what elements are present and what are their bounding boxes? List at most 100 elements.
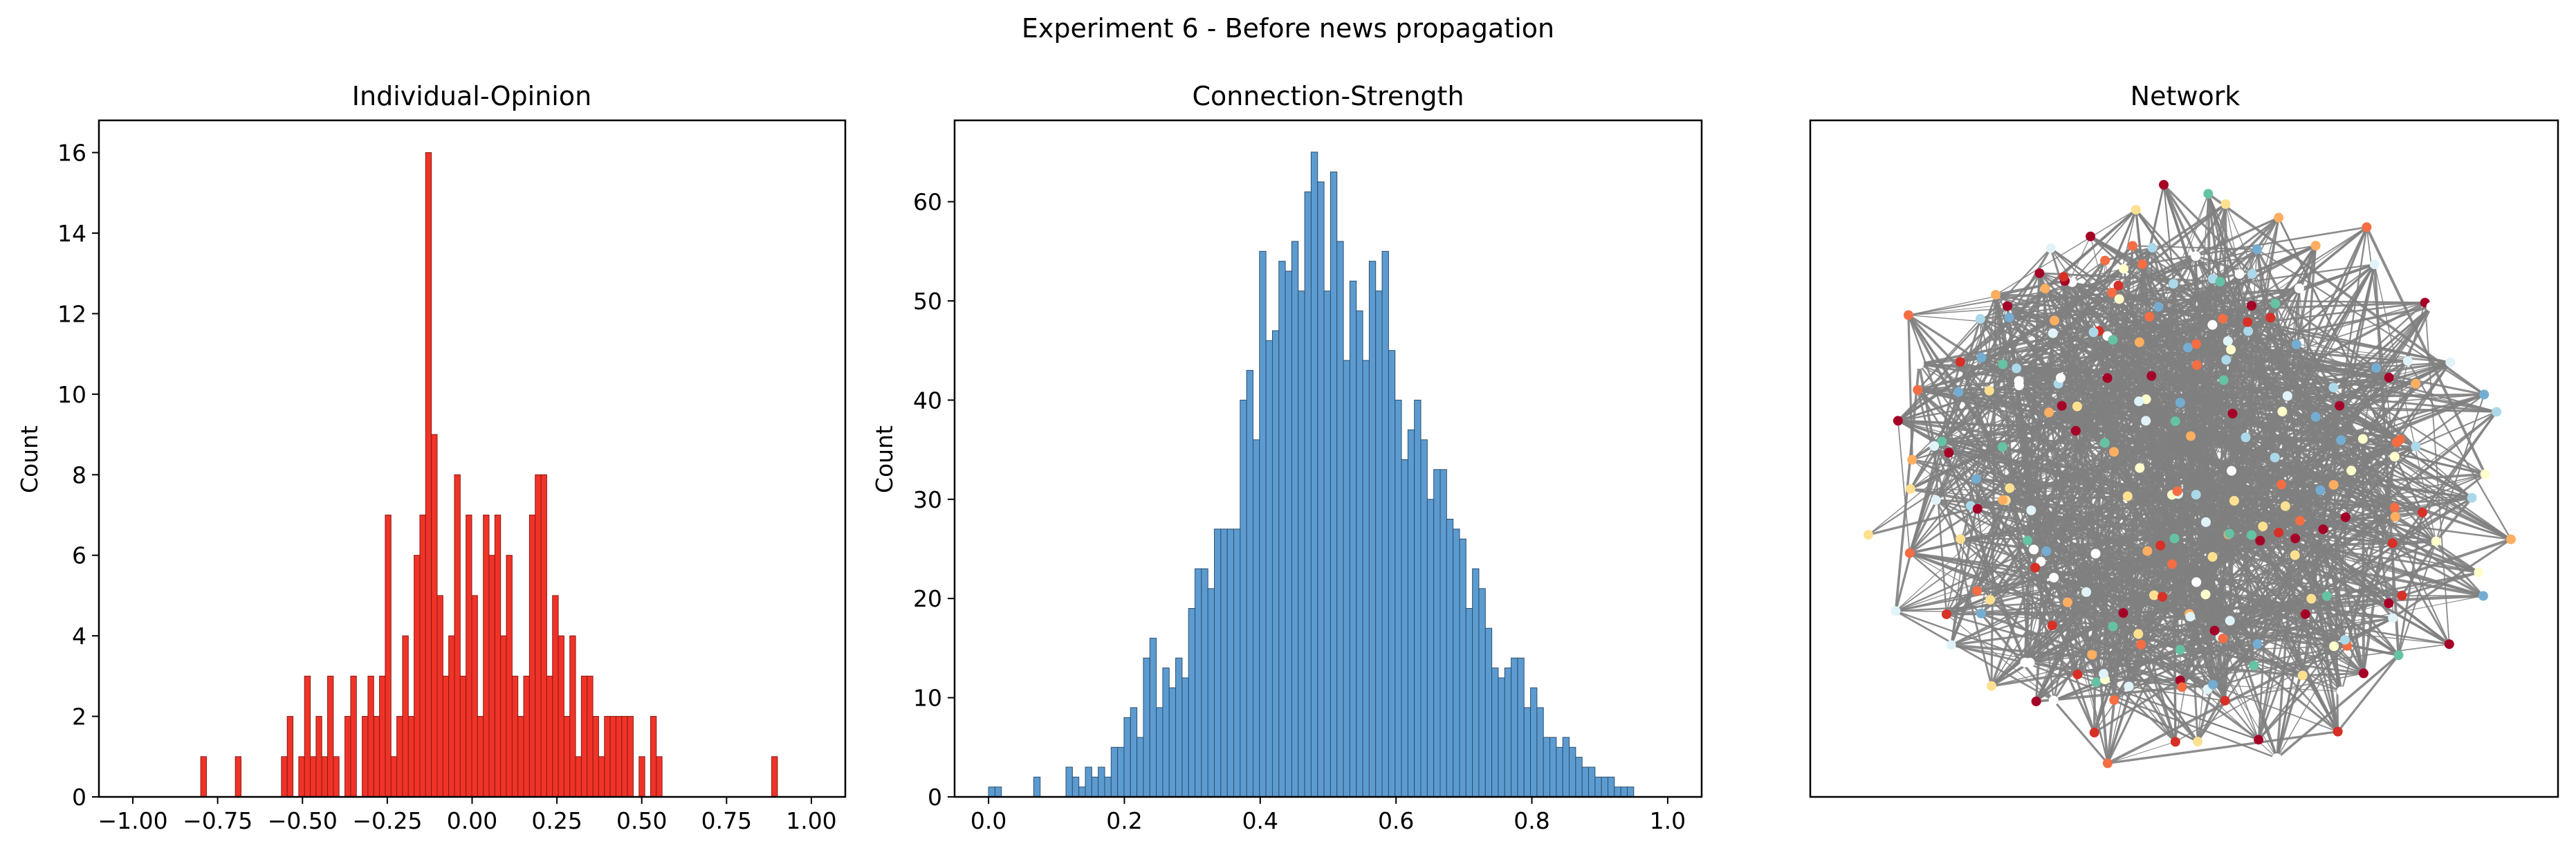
network-node bbox=[2108, 621, 2118, 632]
network-node bbox=[1955, 357, 1965, 367]
network-node bbox=[2227, 466, 2237, 476]
network-edges bbox=[1868, 184, 2512, 765]
network-edge bbox=[1976, 477, 2010, 490]
network-edge bbox=[1933, 445, 1948, 615]
network-node bbox=[2357, 434, 2368, 444]
opinion-bar bbox=[344, 716, 351, 798]
network-edge bbox=[2076, 421, 2177, 675]
network-node bbox=[2390, 512, 2400, 522]
opinion-bar bbox=[419, 515, 426, 798]
strength-bar bbox=[1562, 737, 1570, 798]
network-edge bbox=[2180, 411, 2497, 650]
network-node bbox=[2215, 277, 2225, 287]
network-edge bbox=[2123, 268, 2173, 495]
network-edge bbox=[1946, 612, 2124, 616]
strength-histogram-panel: Connection-Strength Count 0.0 0.2 0.4 0.6 0.… bbox=[871, 81, 1703, 834]
network-node bbox=[2158, 591, 2168, 602]
network-node bbox=[2134, 337, 2144, 347]
network-node bbox=[2220, 695, 2230, 706]
strength-bar bbox=[1226, 528, 1235, 798]
network-edge bbox=[2151, 247, 2198, 344]
network-edge bbox=[2104, 246, 2153, 262]
strength-bar bbox=[1246, 369, 1254, 798]
network-node bbox=[2362, 222, 2372, 232]
strength-bar bbox=[1104, 776, 1112, 798]
network-edge bbox=[1980, 324, 2213, 614]
opinion-xtick-label: −1.00 bbox=[98, 807, 167, 834]
network-edge bbox=[2225, 672, 2364, 701]
opinion-xtick-label: 1.00 bbox=[786, 807, 836, 834]
strength-bar bbox=[1433, 469, 1441, 798]
strength-bar bbox=[1278, 261, 1286, 798]
network-node bbox=[2339, 634, 2350, 645]
network-node bbox=[1929, 441, 1940, 451]
opinion-bar bbox=[598, 756, 605, 798]
network-edge bbox=[2296, 344, 2451, 363]
network-edge bbox=[2222, 445, 2417, 639]
network-edge bbox=[1950, 295, 1996, 645]
network-edge bbox=[2219, 410, 2498, 638]
network-edge bbox=[2326, 516, 2396, 597]
opinion-bar bbox=[488, 555, 495, 798]
opinion-bar bbox=[592, 716, 599, 798]
network-edge bbox=[2284, 306, 2432, 507]
network-node bbox=[1987, 681, 1997, 691]
network-edge bbox=[1895, 264, 2375, 612]
network-edge bbox=[2067, 601, 2342, 692]
network-node bbox=[2057, 401, 2067, 411]
network-edge bbox=[1897, 272, 2041, 422]
network-edge bbox=[2162, 184, 2197, 257]
strength-bar bbox=[1085, 766, 1092, 798]
strength-bar bbox=[1453, 528, 1460, 798]
network-edge bbox=[2415, 411, 2497, 448]
network-node bbox=[2280, 501, 2290, 511]
opinion-bar bbox=[771, 756, 778, 798]
network-edge bbox=[2040, 401, 2140, 562]
strength-bar bbox=[1130, 707, 1138, 798]
network-node bbox=[2265, 313, 2276, 323]
network-edge bbox=[1907, 314, 2199, 742]
network-node bbox=[2369, 259, 2380, 270]
network-node bbox=[2241, 432, 2251, 443]
opinion-histogram-ylabel: Count bbox=[16, 425, 43, 493]
network-node bbox=[2207, 274, 2218, 284]
network-node bbox=[2492, 407, 2502, 417]
network-node bbox=[2431, 536, 2441, 546]
opinion-bar bbox=[587, 675, 594, 798]
network-node bbox=[2141, 416, 2151, 426]
opinion-bar bbox=[442, 675, 450, 798]
opinion-bar bbox=[609, 716, 616, 798]
network-edge bbox=[2003, 410, 2283, 501]
network-node bbox=[2133, 629, 2144, 639]
network-edge bbox=[2015, 368, 2054, 701]
network-edge bbox=[1868, 446, 2003, 536]
opinion-bar bbox=[385, 515, 392, 798]
network-node bbox=[2480, 469, 2490, 479]
network-edge bbox=[2257, 645, 2348, 741]
strength-bar bbox=[1117, 746, 1125, 798]
opinion-ytick-label: 2 bbox=[72, 704, 86, 730]
opinion-xtick-label: −0.75 bbox=[183, 807, 252, 834]
strength-bar bbox=[1265, 340, 1273, 798]
network-edge bbox=[2090, 235, 2249, 324]
network-node bbox=[2328, 383, 2339, 393]
network-node bbox=[2048, 328, 2058, 338]
network-node bbox=[2417, 507, 2427, 517]
network-edge bbox=[2219, 636, 2339, 733]
strength-bar bbox=[1543, 737, 1551, 798]
network-node bbox=[2402, 356, 2413, 366]
network-edge bbox=[2044, 288, 2328, 597]
network-node bbox=[2191, 490, 2201, 500]
network-edge bbox=[2095, 540, 2436, 555]
strength-bar bbox=[1459, 538, 1466, 798]
network-node bbox=[1941, 609, 1951, 619]
network-node bbox=[2246, 530, 2256, 540]
network-edge bbox=[2045, 331, 2100, 552]
network-edge bbox=[2095, 552, 2173, 566]
network-edge bbox=[1946, 590, 1978, 615]
network-node bbox=[2384, 598, 2394, 609]
network-node bbox=[2049, 573, 2059, 583]
network-node bbox=[2444, 639, 2454, 650]
network-node bbox=[2318, 524, 2328, 535]
strength-bar bbox=[1504, 668, 1512, 798]
